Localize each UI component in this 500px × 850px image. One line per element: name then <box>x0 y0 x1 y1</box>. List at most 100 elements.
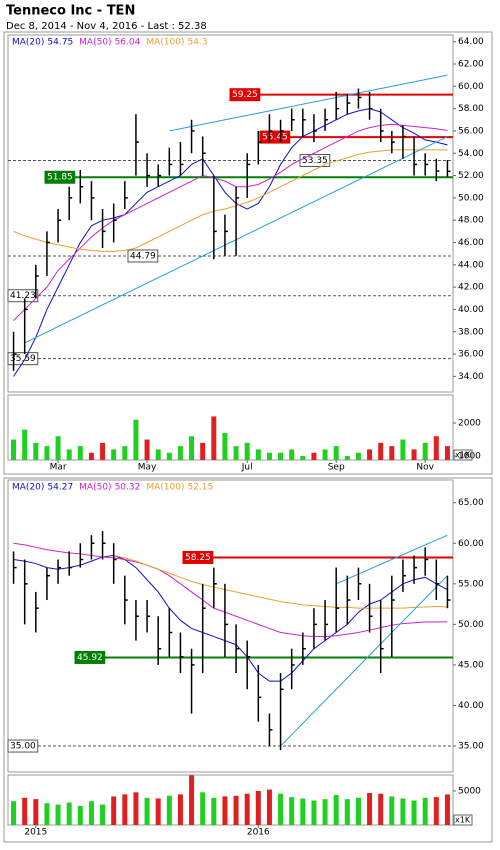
volume-bar <box>166 795 172 825</box>
legend-name: MA(100) <box>146 38 184 48</box>
volume-bar <box>211 797 217 825</box>
volume-bar <box>77 446 83 460</box>
y-tick-label: 60.00 <box>458 82 484 92</box>
y-tick-label: 58.00 <box>458 104 484 114</box>
volume-bar <box>33 799 39 825</box>
plot-frame <box>7 34 454 393</box>
volume-bar <box>222 796 228 825</box>
legend-name: MA(50) <box>79 38 111 48</box>
level-label-box <box>44 170 76 184</box>
volume-bar <box>244 793 250 825</box>
volume-bar <box>22 429 28 460</box>
y-tick-label: 40.00 <box>458 701 484 711</box>
volume-bar <box>244 442 250 460</box>
y-tick-label: 38.00 <box>458 327 484 337</box>
panel-frame <box>3 477 493 843</box>
volume-bar <box>88 801 94 825</box>
legend-value: 56.04 <box>115 38 141 48</box>
volume-bar <box>411 800 417 825</box>
volume-bar <box>300 456 306 460</box>
volume-bar <box>189 436 195 460</box>
volume-bar <box>189 775 195 825</box>
volume-bar <box>444 794 450 825</box>
trendline <box>280 575 448 747</box>
volume-bar <box>322 799 328 825</box>
volume-bar <box>155 798 161 825</box>
volume-bar <box>33 442 39 460</box>
level-label: 51.85 <box>47 173 73 183</box>
volume-bar <box>111 796 117 825</box>
volume-bar <box>311 800 317 825</box>
volume-frame <box>7 394 454 461</box>
x-tick-label: Nov <box>416 463 434 473</box>
legend-value: 54.27 <box>47 483 73 493</box>
volume-bar <box>200 792 206 825</box>
y-tick-label: 55.00 <box>458 579 484 589</box>
volume-bar <box>322 449 328 460</box>
moving-average <box>13 108 448 377</box>
volume-unit: x1K <box>455 451 471 460</box>
volume-frame <box>7 774 454 826</box>
level-label: 45.92 <box>77 653 103 663</box>
volume-bar <box>400 439 406 460</box>
volume-bar <box>133 419 139 460</box>
volume-bar <box>122 446 128 460</box>
volume-bar <box>66 449 72 460</box>
moving-average <box>13 149 448 252</box>
level-label: 41.23 <box>10 291 36 301</box>
y-tick-label: 62.00 <box>458 60 484 70</box>
volume-bar <box>77 805 83 825</box>
level-label-box <box>259 130 291 144</box>
legend-value: 52.15 <box>187 483 213 493</box>
y-tick-label: 34.00 <box>458 372 484 382</box>
volume-bar <box>333 446 339 460</box>
level-label: 55.45 <box>262 133 288 143</box>
volume-tick-label: 5000 <box>458 786 481 796</box>
x-tick-label: 2015 <box>24 828 47 838</box>
volume-unit-box <box>453 814 473 826</box>
y-tick-label: 46.00 <box>458 238 484 248</box>
volume-bar <box>88 452 94 460</box>
y-tick-label: 52.00 <box>458 171 484 181</box>
volume-tick-label: 1000 <box>458 452 481 462</box>
legend-value: 54.75 <box>47 38 73 48</box>
level-label-box <box>74 650 106 664</box>
legend-value: 54.3 <box>187 38 207 48</box>
volume-bar <box>266 452 272 460</box>
volume-bar <box>289 449 295 460</box>
volume-bar <box>177 794 183 825</box>
volume-bar <box>266 789 272 825</box>
volume-bar <box>144 439 150 460</box>
volume-bar <box>367 449 373 460</box>
level-label-box <box>7 739 39 753</box>
volume-bar <box>422 442 428 460</box>
volume-bar <box>222 432 228 460</box>
legend-value: 50.32 <box>115 483 141 493</box>
level-label: 59.25 <box>232 90 258 100</box>
volume-bar <box>433 436 439 460</box>
volume-bar <box>166 452 172 460</box>
volume-bar <box>211 416 217 460</box>
volume-bar <box>411 449 417 460</box>
y-tick-label: 50.00 <box>458 620 484 630</box>
volume-bar <box>11 439 17 460</box>
volume-bar <box>344 456 350 460</box>
volume-bar <box>255 449 261 460</box>
volume-bar <box>44 803 50 825</box>
level-label: 35.00 <box>10 742 36 752</box>
y-tick-label: 50.00 <box>458 193 484 203</box>
volume-bar <box>444 446 450 460</box>
volume-bar <box>55 804 61 825</box>
y-tick-label: 45.00 <box>458 660 484 670</box>
panel-frame <box>3 31 493 475</box>
level-label: 53.35 <box>302 156 328 166</box>
moving-average <box>13 123 448 321</box>
volume-bar <box>44 446 50 460</box>
level-label: 44.79 <box>130 252 156 262</box>
x-tick-label: 2016 <box>247 828 270 838</box>
volume-bar <box>355 452 361 460</box>
volume-bar <box>22 797 28 825</box>
y-tick-label: 40.00 <box>458 305 484 315</box>
volume-bar <box>177 446 183 460</box>
